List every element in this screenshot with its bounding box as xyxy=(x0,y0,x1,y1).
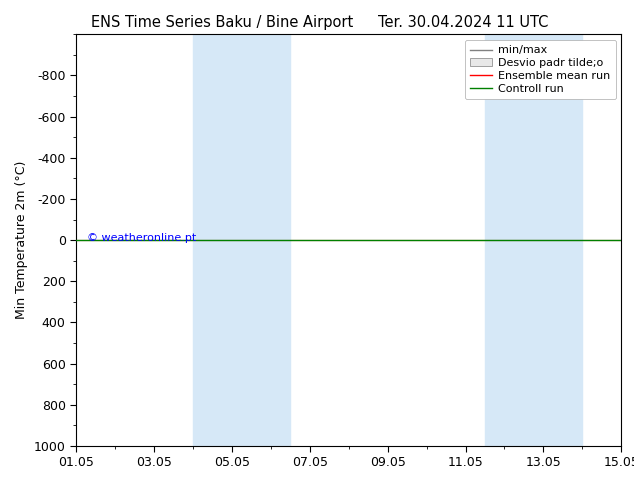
Text: Ter. 30.04.2024 11 UTC: Ter. 30.04.2024 11 UTC xyxy=(378,15,548,30)
Y-axis label: Min Temperature 2m (°C): Min Temperature 2m (°C) xyxy=(15,161,29,319)
Text: ENS Time Series Baku / Bine Airport: ENS Time Series Baku / Bine Airport xyxy=(91,15,353,30)
Legend: min/max, Desvio padr tilde;o, Ensemble mean run, Controll run: min/max, Desvio padr tilde;o, Ensemble m… xyxy=(465,40,616,99)
Text: © weatheronline.pt: © weatheronline.pt xyxy=(87,233,197,243)
Bar xyxy=(193,34,290,446)
Bar xyxy=(485,34,583,446)
